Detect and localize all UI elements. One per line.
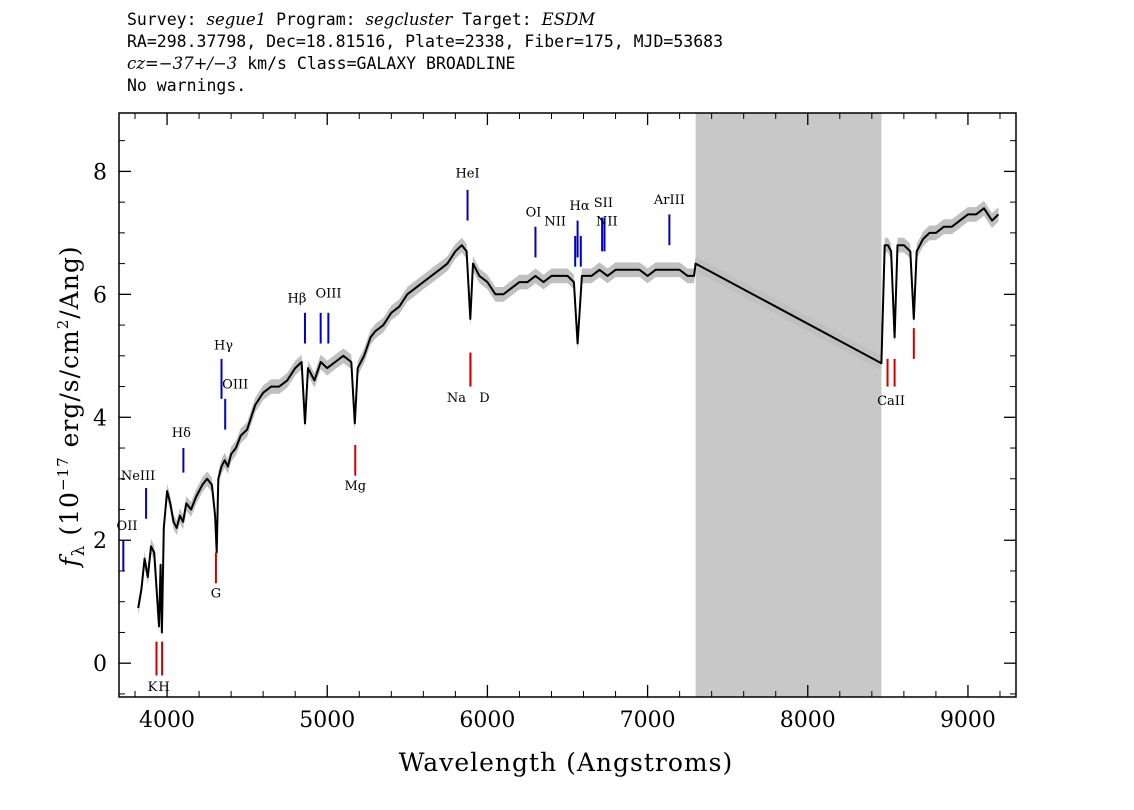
y-axis-post: /Ang): [55, 245, 84, 318]
emission-line-label-1: NeIII: [121, 469, 155, 484]
absorption-line-label-4: Na: [447, 391, 466, 406]
target-value: ESDM: [541, 10, 596, 29]
x-tick-label-2: 6000: [459, 708, 515, 733]
emission-line-label-4: OIII: [222, 377, 248, 392]
x-tick-label-1: 5000: [299, 708, 355, 733]
emission-line-label-8: HeI: [455, 167, 479, 182]
survey-value: segue1: [206, 10, 267, 29]
y-axis-title: fλ (10−17 erg/s/cm2/Ang): [54, 245, 89, 568]
class-text: Class=GALAXY BROADLINE: [296, 54, 516, 73]
program-value: segcluster: [365, 10, 453, 29]
emission-line-label-15: ArIII: [653, 193, 685, 208]
x-tick-label-3: 7000: [620, 708, 676, 733]
target-label: Target:: [462, 10, 532, 29]
y-tick-label-4: 8: [93, 160, 107, 185]
emission-line-label-2: Hδ: [172, 426, 191, 441]
absorption-line-label-5: D: [479, 391, 489, 406]
emission-line-label-11: Hα: [570, 199, 590, 214]
y-axis-exponent: −17: [54, 456, 72, 491]
x-tick-label-0: 4000: [139, 708, 195, 733]
emission-line-label-5: Hβ: [288, 291, 307, 306]
emission-line-label-6: OIII: [315, 286, 341, 301]
x-tick-label-4: 8000: [780, 708, 836, 733]
survey-label: Survey:: [127, 10, 197, 29]
absorption-line-label-6: CaII: [877, 394, 905, 409]
emission-line-label-3: Hγ: [214, 339, 233, 354]
y-axis-mid: erg/s/cm: [55, 329, 84, 456]
x-tick-label-5: 9000: [940, 708, 996, 733]
y-tick-label-2: 4: [93, 406, 107, 431]
y-axis-exponent2: 2: [54, 319, 72, 330]
y-axis-subscript: λ: [69, 545, 89, 557]
cz-value: −37+/−3: [158, 54, 238, 73]
cz-label: cz=: [127, 54, 159, 73]
y-tick-label-1: 2: [93, 529, 107, 554]
absorption-line-label-1: H: [158, 680, 169, 695]
cz-unit: km/s: [237, 54, 287, 73]
emission-line-label-0: OII: [117, 519, 138, 534]
emission-line-label-10: NII: [544, 214, 566, 229]
header-line-survey: Survey: segue1 Program: segcluster Targe…: [127, 9, 723, 31]
program-label: Program:: [276, 10, 356, 29]
emission-line-label-13: SII: [594, 196, 613, 211]
header-line-redshift: cz=−37+/−3 km/s Class=GALAXY BROADLINE: [127, 53, 723, 75]
absorption-line-label-0: K: [148, 680, 158, 695]
emission-line-label-9: OI: [526, 205, 542, 220]
x-axis-title: Wavelength (Angstroms): [399, 748, 733, 777]
y-axis-pre: (10: [55, 491, 84, 545]
spectrum-line: [137, 207, 1000, 634]
y-axis-symbol: f: [55, 554, 84, 569]
spectrum-header: Survey: segue1 Program: segcluster Targe…: [127, 9, 723, 97]
y-tick-label-0: 0: [93, 652, 107, 677]
header-line-coordinates: RA=298.37798, Dec=18.81516, Plate=2338, …: [127, 32, 724, 51]
header-line-warnings: No warnings.: [127, 76, 247, 95]
y-tick-label-3: 6: [93, 283, 107, 308]
masked-region: [695, 113, 882, 697]
absorption-line-label-2: G: [211, 586, 221, 601]
plot-frame: [118, 112, 1017, 698]
emission-line-label-12: NII: [596, 214, 618, 229]
absorption-line-label-3: Mg: [344, 479, 366, 494]
